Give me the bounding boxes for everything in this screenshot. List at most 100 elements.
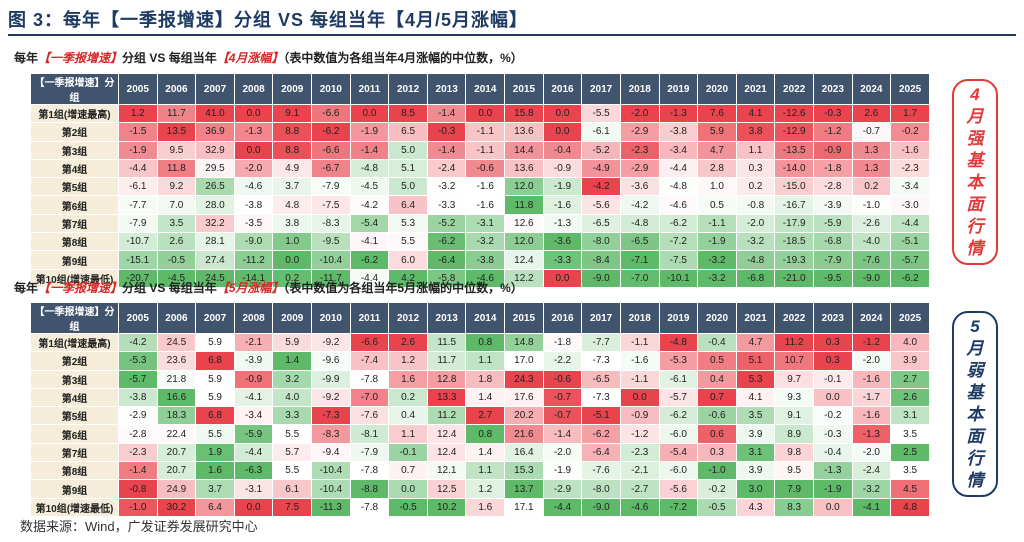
heatmap-cell: -5.7: [890, 250, 930, 270]
heatmap-cell: 0.5: [697, 195, 737, 215]
heatmap-cell: -12.9: [774, 122, 814, 142]
year-header: 2024: [851, 73, 892, 105]
heatmap-cell: -3.8: [233, 195, 274, 215]
heatmap-cell: -0.1: [812, 369, 853, 389]
heatmap-cell: -3.8: [118, 387, 158, 408]
year-header: 2014: [465, 302, 506, 334]
heatmap-cell: -8.0: [581, 232, 621, 252]
heatmap-cell: 0.0: [812, 387, 853, 408]
group-label: 第1组(增速最高): [30, 103, 119, 124]
heatmap-cell: 5.7: [272, 442, 313, 463]
heatmap-cell: -5.2: [426, 213, 467, 234]
heatmap-cell: 2.6: [890, 387, 930, 408]
heatmap-cell: 5.5: [272, 461, 313, 481]
heatmap-cell: -5.8: [426, 268, 467, 288]
heatmap-cell: -3.9: [233, 351, 274, 371]
year-header: 2025: [890, 73, 930, 105]
heatmap-cell: 4.1: [735, 387, 776, 408]
heatmap-cell: -5.4: [658, 442, 699, 463]
heatmap-cell: -4.1: [233, 387, 274, 408]
heatmap-cell: 3.1: [735, 442, 776, 463]
heatmap-cell: 18.3: [156, 406, 197, 426]
panel2-subtitle-prefix: 每年: [14, 281, 39, 295]
heatmap-cell: -14.1: [233, 268, 274, 288]
heatmap-cell: -18.5: [774, 232, 814, 252]
heatmap-cell: -0.2: [890, 122, 930, 142]
year-header: 2022: [774, 73, 814, 105]
heatmap-cell: -1.6: [851, 369, 892, 389]
heatmap-cell: -4.0: [851, 232, 892, 252]
heatmap-cell: -1.9: [542, 461, 583, 481]
side-label-char: 强: [966, 129, 984, 148]
panel1-subtitle-prefix: 每年: [14, 51, 39, 65]
heatmap-cell: 4.2: [388, 268, 428, 288]
heatmap-cell: 2.6: [388, 332, 428, 353]
heatmap-cell: -2.3: [118, 442, 158, 463]
panel1-heatmap: 【一季报增速】分组 2005 2006 2007 2008 2009 2010 2011 201…: [30, 73, 930, 288]
year-header: 2020: [697, 302, 737, 334]
heatmap-cell: -1.4: [542, 424, 583, 444]
side-label-char: 情: [966, 239, 984, 258]
heatmap-cell: -9.4: [311, 442, 351, 463]
heatmap-cell: -4.1: [349, 232, 390, 252]
heatmap-cell: 4.0: [272, 387, 313, 408]
heatmap-cell: 4.9: [272, 158, 313, 179]
heatmap-cell: 1.2: [118, 103, 158, 124]
heatmap-cell: -4.6: [619, 497, 660, 517]
heatmap-cell: 26.5: [195, 177, 235, 197]
heatmap-cell: 3.9: [735, 424, 776, 444]
heatmap-cell: 0.8: [465, 332, 506, 353]
heatmap-cell: -3.3: [542, 250, 583, 270]
heatmap-cell: 11.7: [156, 103, 197, 124]
heatmap-cell: -7.3: [581, 387, 621, 408]
heatmap-cell: 6.0: [388, 250, 428, 270]
heatmap-cell: 1.3: [851, 140, 892, 160]
heatmap-cell: -1.2: [619, 424, 660, 444]
heatmap-cell: 21.6: [504, 424, 544, 444]
heatmap-cell: -6.2: [311, 122, 351, 142]
heatmap-cell: -5.5: [581, 103, 621, 124]
heatmap-cell: -1.3: [658, 103, 699, 124]
heatmap-cell: 1.1: [388, 424, 428, 444]
heatmap-cell: -0.6: [465, 158, 506, 179]
heatmap-cell: 24.5: [156, 332, 197, 353]
heatmap-cell: -7.3: [581, 351, 621, 371]
heatmap-cell: 6.8: [195, 351, 235, 371]
side-label-char: 弱: [966, 361, 984, 380]
heatmap-cell: -20.7: [118, 268, 158, 288]
heatmap-cell: 8.9: [774, 424, 814, 444]
group-label: 第5组: [30, 406, 119, 426]
heatmap-cell: -0.6: [697, 406, 737, 426]
heatmap-cell: 13.7: [504, 479, 544, 499]
heatmap-cell: 23.6: [156, 351, 197, 371]
table-row: 第8组 -1.4 20.7 1.6 -6.3 5.5 -10.4 -7.8 0.7 12.1 1.1…: [30, 461, 930, 481]
heatmap-cell: 12.0: [504, 177, 544, 197]
table-row: 第10组(增速最低) -20.7 -4.5 24.5 -14.1 0.2 -11.7 -4.4…: [30, 268, 930, 288]
heatmap-cell: -6.1: [658, 369, 699, 389]
heatmap-cell: -21.0: [774, 268, 814, 288]
heatmap-cell: 12.2: [504, 268, 544, 288]
heatmap-cell: -10.1: [658, 268, 699, 288]
heatmap-cell: 24.3: [504, 369, 544, 389]
heatmap-cell: -1.7: [851, 387, 892, 408]
panel2-heatmap: 【一季报增速】分组 2005 2006 2007 2008 2009 2010 2011 201…: [30, 302, 930, 517]
heatmap-cell: -6.2: [658, 213, 699, 234]
heatmap-cell: -0.3: [812, 424, 853, 444]
heatmap-cell: -1.6: [542, 195, 583, 215]
heatmap-cell: 7.0: [156, 195, 197, 215]
heatmap-cell: -6.8: [735, 268, 776, 288]
heatmap-cell: -2.0: [233, 158, 274, 179]
heatmap-cell: -5.7: [658, 387, 699, 408]
heatmap-cell: -7.5: [311, 195, 351, 215]
group-label: 第8组: [30, 461, 119, 481]
year-header: 2007: [195, 73, 235, 105]
heatmap-cell: 0.0: [388, 479, 428, 499]
heatmap-cell: 28.1: [195, 232, 235, 252]
heatmap-cell: -1.1: [697, 213, 737, 234]
heatmap-cell: 3.5: [156, 213, 197, 234]
heatmap-cell: -5.6: [581, 195, 621, 215]
heatmap-cell: 6.5: [388, 122, 428, 142]
heatmap-cell: 6.1: [272, 479, 313, 499]
heatmap-cell: 0.0: [233, 103, 274, 124]
year-header: 2015: [504, 73, 544, 105]
